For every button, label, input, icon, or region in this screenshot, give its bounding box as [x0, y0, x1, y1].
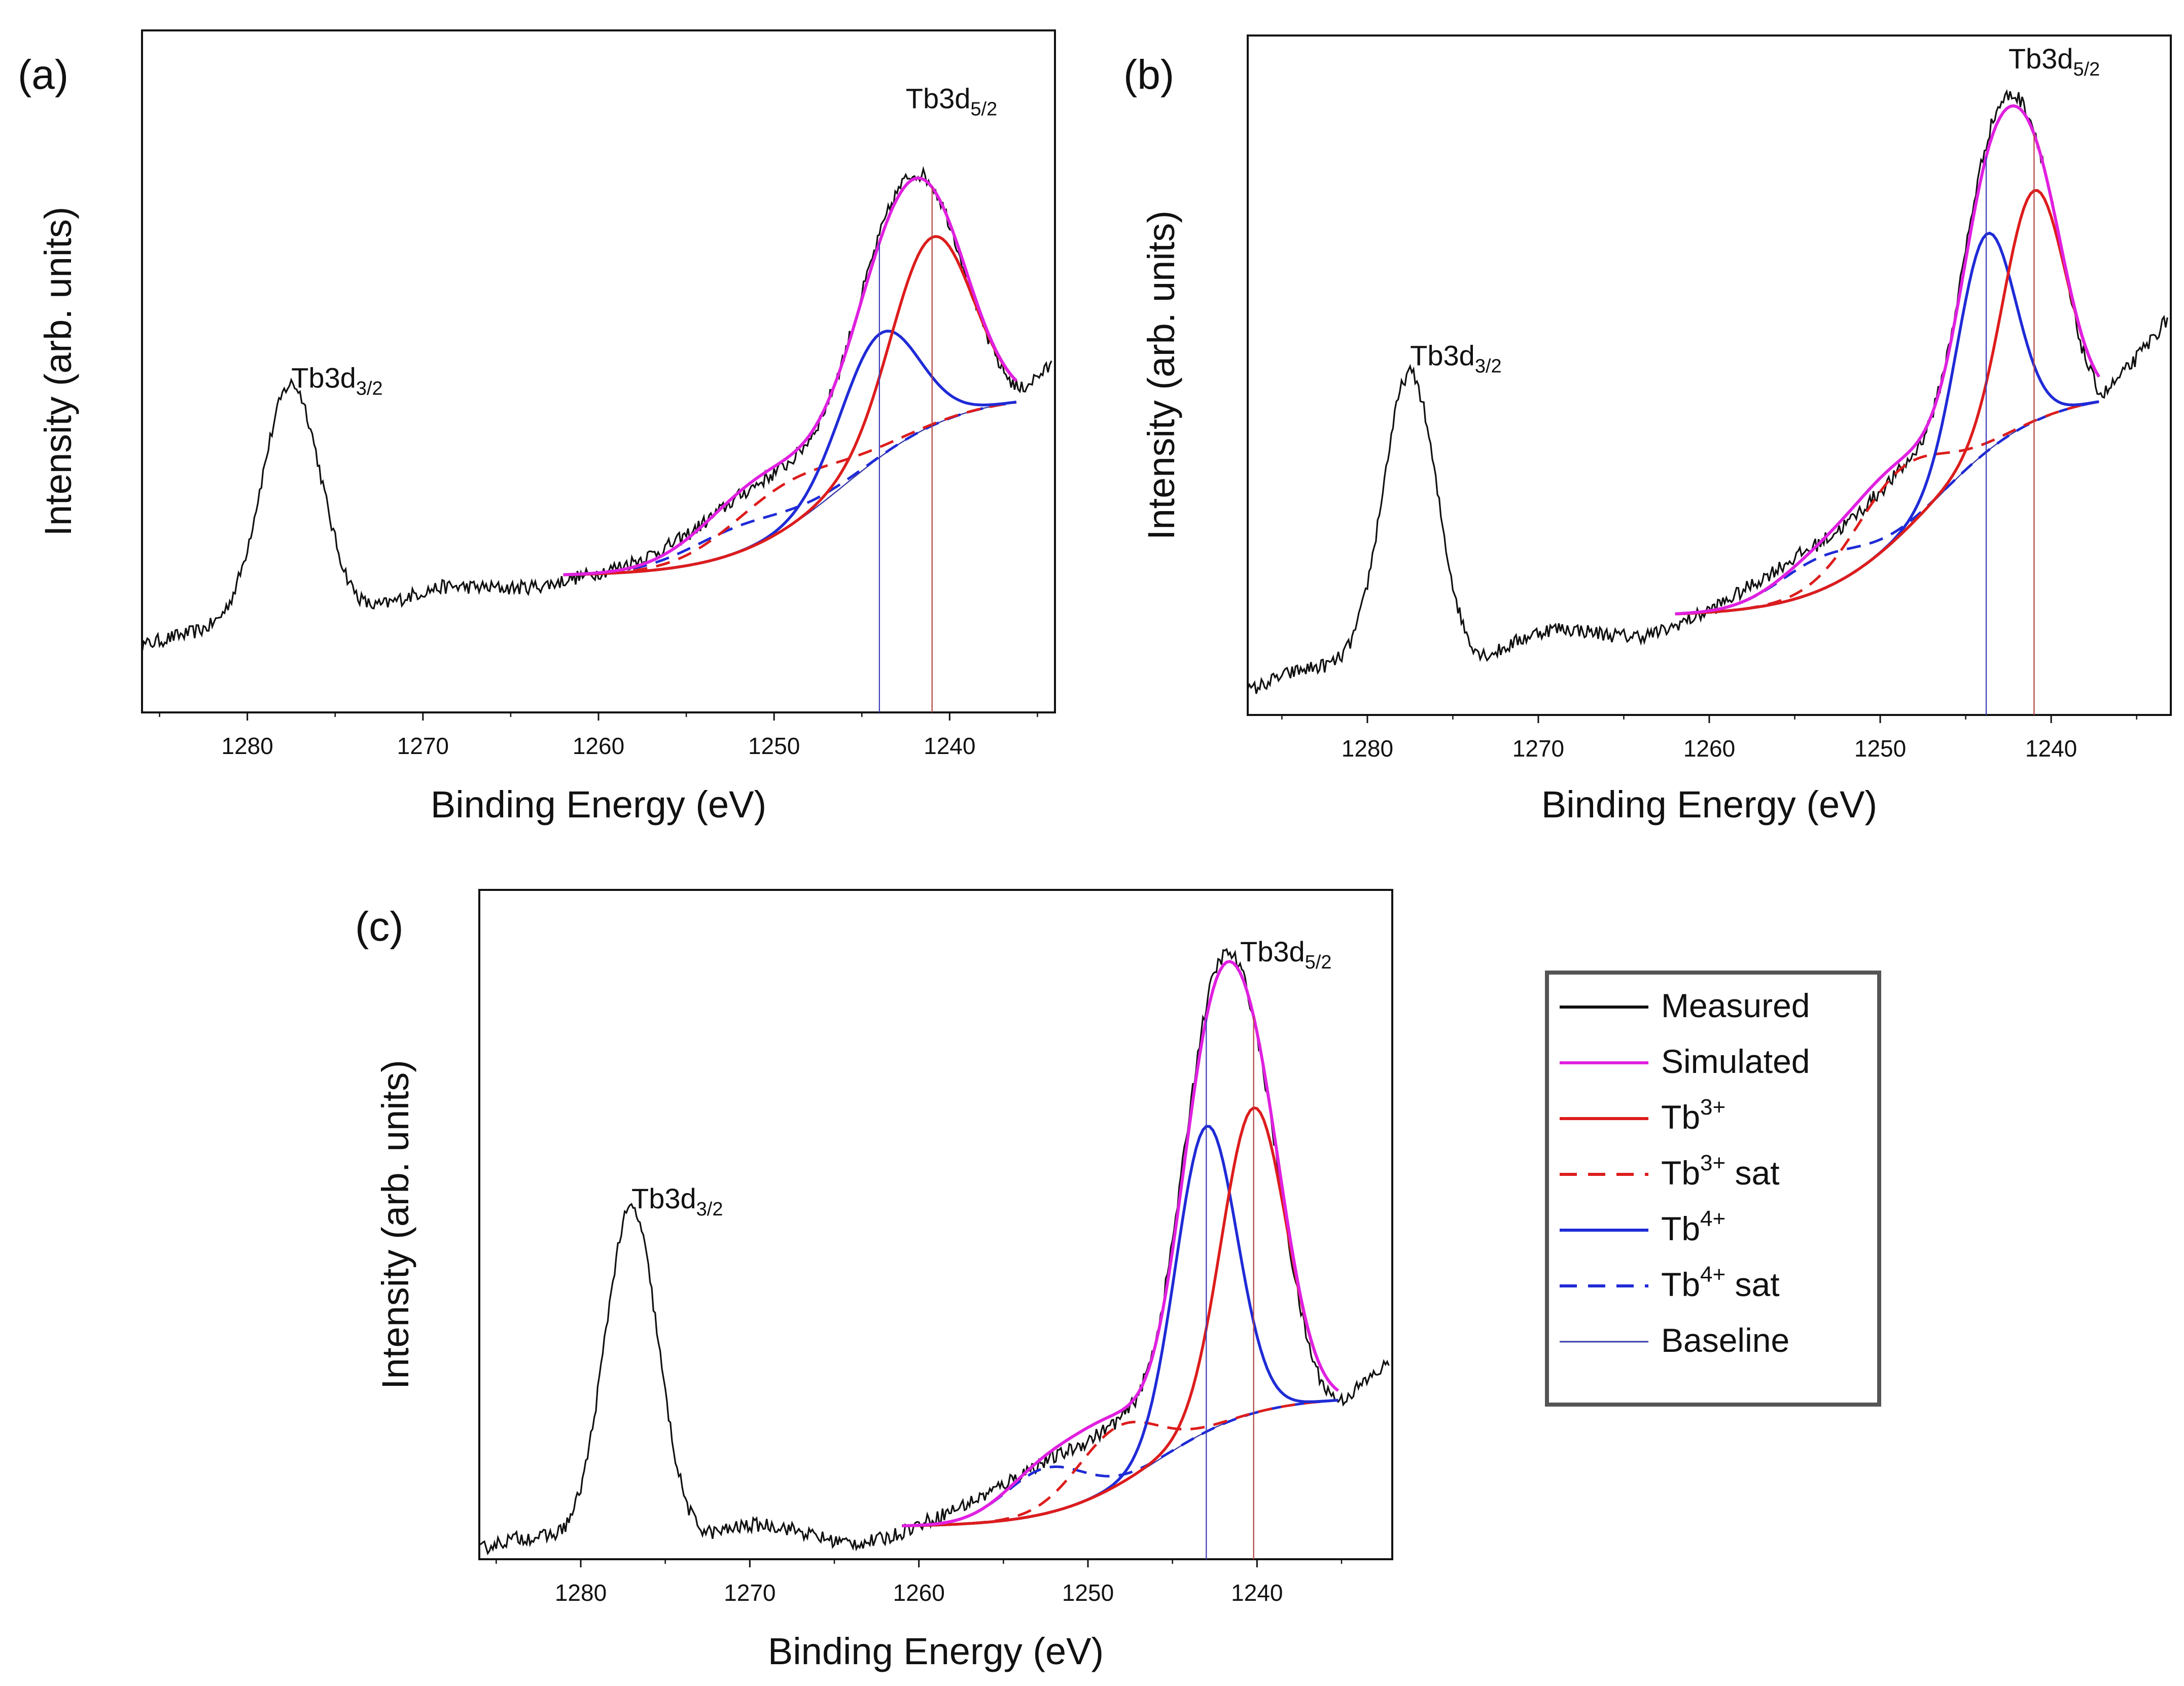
- x-tick-label: 1260: [893, 1580, 944, 1606]
- curves: [142, 166, 1052, 712]
- y-axis-title: Intensity (arb. units): [1140, 210, 1182, 540]
- x-tick-label: 1240: [1231, 1580, 1283, 1606]
- legend: Measured Simulated Tb3+ Tb3+ sat Tb4+ Tb4+ sa…: [1545, 971, 1881, 1407]
- x-tick-label: 1250: [1062, 1580, 1114, 1606]
- curves: [1248, 89, 2168, 715]
- peak-label-5-2: Tb3d5/2: [2009, 43, 2100, 80]
- tb4-line: [563, 330, 1017, 577]
- peak-label-3-2: Tb3d3/2: [1410, 339, 1501, 377]
- x-tick-label: 1260: [1683, 735, 1735, 762]
- legend-label-tb4sat: Tb4+ sat: [1661, 1262, 1780, 1303]
- x-tick-label: 1270: [724, 1580, 776, 1606]
- tb3-sat-line: [563, 401, 1017, 577]
- x-tick-label: 1280: [222, 733, 273, 759]
- panel-c: 1280 1270 1260 1250 1240 Binding Energy (eV) I…: [355, 889, 1393, 1672]
- panel-label: (c): [355, 904, 404, 950]
- y-axis-title: Intensity (arb. units): [37, 207, 79, 536]
- tb4-sat-line: [1675, 400, 2099, 615]
- legend-label-simulated: Simulated: [1661, 1043, 1810, 1080]
- x-axis-title: Binding Energy (eV): [768, 1630, 1104, 1672]
- legend-box: [1545, 971, 1881, 1407]
- measured-line: [142, 166, 1052, 654]
- simulated-line: [563, 176, 1017, 577]
- panel-label: (b): [1123, 52, 1174, 98]
- baseline-line: [563, 402, 1016, 576]
- peak-label-5-2: Tb3d5/2: [906, 83, 997, 120]
- plot-frame: [141, 29, 1056, 713]
- x-axis-title: Binding Energy (eV): [1541, 783, 1877, 826]
- x-tick-label: 1260: [573, 733, 624, 759]
- peak-label-3-2: Tb3d3/2: [291, 362, 382, 400]
- plot-frame: [478, 889, 1393, 1560]
- peak-label-5-2: Tb3d5/2: [1240, 936, 1331, 973]
- tb4-line: [1675, 231, 2099, 616]
- baseline-line: [1675, 401, 2099, 615]
- x-tick-label: 1240: [924, 733, 975, 759]
- tb3-line: [1675, 189, 2100, 616]
- tb3-sat-line: [1675, 400, 2099, 616]
- measured-line: [1248, 89, 2168, 694]
- tb3-line: [563, 235, 1017, 577]
- legend-label-tb3sat: Tb3+ sat: [1661, 1151, 1780, 1192]
- panel-a: 1280 1270 1260 1250 1240 Binding Energy (eV) I…: [18, 29, 1056, 826]
- x-tick-label: 1250: [748, 733, 800, 759]
- x-tick-label: 1240: [2025, 735, 2077, 762]
- legend-label-baseline: Baseline: [1661, 1321, 1789, 1359]
- x-tick-label: 1280: [1342, 735, 1393, 762]
- tb4-sat-line: [563, 401, 1017, 576]
- measured-line: [479, 948, 1390, 1556]
- legend-label-tb4: Tb4+: [1661, 1206, 1725, 1247]
- x-tick-label: 1250: [1854, 735, 1906, 762]
- x-tick-label: 1270: [1512, 735, 1564, 762]
- peak-label-3-2: Tb3d3/2: [631, 1182, 723, 1220]
- curves: [479, 948, 1390, 1559]
- panel-label: (a): [18, 52, 68, 98]
- simulated-line: [902, 959, 1340, 1527]
- y-axis-title: Intensity (arb. units): [374, 1060, 416, 1389]
- tb4-line: [902, 1125, 1338, 1527]
- x-axis-title: Binding Energy (eV): [431, 783, 766, 826]
- legend-label-tb3: Tb3+: [1661, 1095, 1725, 1136]
- x-tick-label: 1270: [397, 733, 449, 759]
- x-tick-label: 1280: [555, 1580, 607, 1606]
- panel-b: 1280 1270 1260 1250 1240 Binding Energy (eV) I…: [1123, 34, 2172, 826]
- tb3-line: [902, 1106, 1340, 1527]
- simulated-line: [1675, 104, 2100, 616]
- legend-label-measured: Measured: [1661, 987, 1810, 1024]
